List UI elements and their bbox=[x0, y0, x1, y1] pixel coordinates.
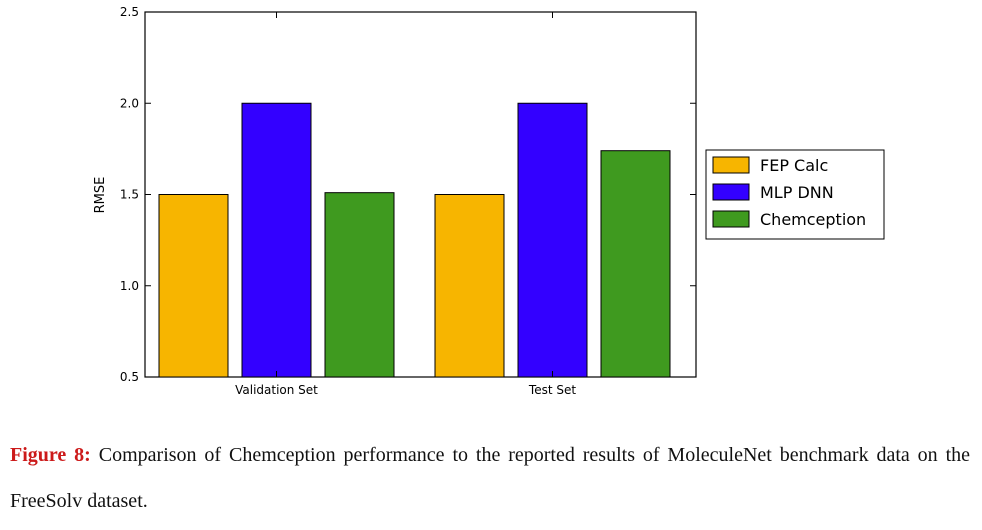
bar-mlp-dnn-validation-set bbox=[241, 102, 312, 378]
bar-fep-calc-test-set bbox=[434, 194, 505, 378]
figure-caption: Figure 8: Comparison of Chemception perf… bbox=[10, 432, 970, 524]
y-tick-label: 2.0 bbox=[120, 96, 139, 110]
y-tick-label: 1.5 bbox=[120, 188, 139, 202]
chart: 0.5 1.0 1.5 2.0 2.5 Validation Set Test Set R… bbox=[93, 5, 885, 397]
bar-chemception-test-set bbox=[600, 150, 671, 378]
x-tick-label: Test Set bbox=[528, 383, 576, 397]
y-axis-label: RMSE bbox=[93, 177, 108, 214]
bar-fep-calc-validation-set bbox=[158, 194, 229, 378]
y-axis: 0.5 1.0 1.5 2.0 2.5 bbox=[120, 5, 696, 384]
legend-label: FEP Calc bbox=[760, 156, 828, 175]
x-tick-label: Validation Set bbox=[235, 383, 318, 397]
legend-swatch bbox=[712, 183, 750, 201]
legend-label: Chemception bbox=[760, 210, 866, 229]
legend-label: MLP DNN bbox=[760, 183, 834, 202]
caption-text: Comparison of Chemception performance to… bbox=[10, 444, 970, 512]
bar-chemception-validation-set bbox=[324, 192, 395, 378]
bar-mlp-dnn-test-set bbox=[517, 102, 588, 378]
y-tick-label: 2.5 bbox=[120, 5, 139, 19]
legend-swatch bbox=[712, 156, 750, 174]
figure-label: Figure 8: bbox=[10, 444, 91, 466]
bar-chart-svg: 0.5 1.0 1.5 2.0 2.5 Validation Set Test Set R… bbox=[93, 5, 885, 397]
bars-layer bbox=[158, 102, 671, 378]
x-axis: Validation Set Test Set bbox=[235, 12, 576, 397]
legend-swatch bbox=[712, 210, 750, 228]
legend: FEP Calc MLP DNN Chemception bbox=[705, 149, 885, 240]
y-tick-label: 0.5 bbox=[120, 370, 139, 384]
y-tick-label: 1.0 bbox=[120, 279, 139, 293]
